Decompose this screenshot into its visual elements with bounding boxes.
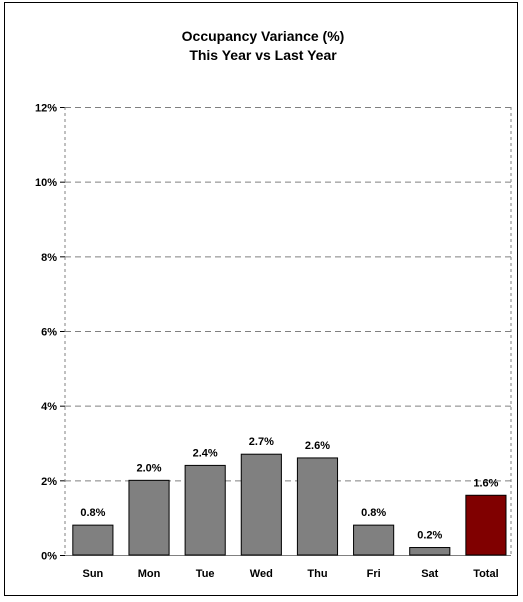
chart-frame: Occupancy Variance (%) This Year vs Last… — [4, 2, 518, 596]
value-labels: 0.8% 2.0% 2.4% 2.7% 2.6% 0.8% 0.2% 1.6% — [80, 436, 498, 541]
x-tick-label: Mon — [138, 568, 161, 580]
y-tick-label: 10% — [35, 177, 57, 189]
y-tick-label: 6% — [41, 327, 57, 339]
x-tick-label: Sat — [421, 568, 438, 580]
data-label: 1.6% — [473, 477, 498, 489]
x-tick-label: Thu — [307, 568, 327, 580]
y-tick-label: 0% — [41, 551, 57, 563]
x-tick-label: Wed — [250, 568, 273, 580]
bar-total — [465, 494, 507, 556]
y-axis-ticks: 0% 2% 4% 6% 8% 10% 12% — [35, 103, 65, 563]
bar-fri — [353, 524, 395, 556]
data-label: 2.6% — [305, 440, 330, 452]
chart-title: Occupancy Variance (%) — [182, 28, 345, 44]
bar-series — [72, 453, 507, 556]
y-tick-label: 2% — [41, 476, 57, 488]
bar-sat — [409, 547, 451, 556]
bar-thu — [296, 457, 339, 556]
x-tick-label: Sun — [82, 568, 103, 580]
y-tick-label: 8% — [41, 252, 57, 264]
x-axis-ticks: Sun Mon Tue Wed Thu Fri Sat Total — [82, 568, 498, 580]
bar-wed — [240, 453, 282, 556]
y-tick-label: 12% — [35, 103, 57, 115]
x-tick-label: Fri — [367, 568, 381, 580]
chart-subtitle: This Year vs Last Year — [189, 47, 337, 63]
data-label: 0.8% — [361, 507, 386, 519]
data-label: 2.0% — [136, 462, 161, 474]
data-label: 0.2% — [417, 530, 442, 542]
bar-chart: Occupancy Variance (%) This Year vs Last… — [35, 28, 512, 580]
y-tick-label: 4% — [41, 401, 57, 413]
bar-mon — [128, 479, 170, 556]
bar-sun — [72, 524, 114, 556]
x-tick-label: Total — [473, 568, 498, 580]
x-tick-label: Tue — [196, 568, 215, 580]
data-label: 2.7% — [249, 436, 274, 448]
bar-tue — [184, 464, 226, 556]
data-label: 2.4% — [193, 447, 218, 459]
data-label: 0.8% — [80, 507, 105, 519]
